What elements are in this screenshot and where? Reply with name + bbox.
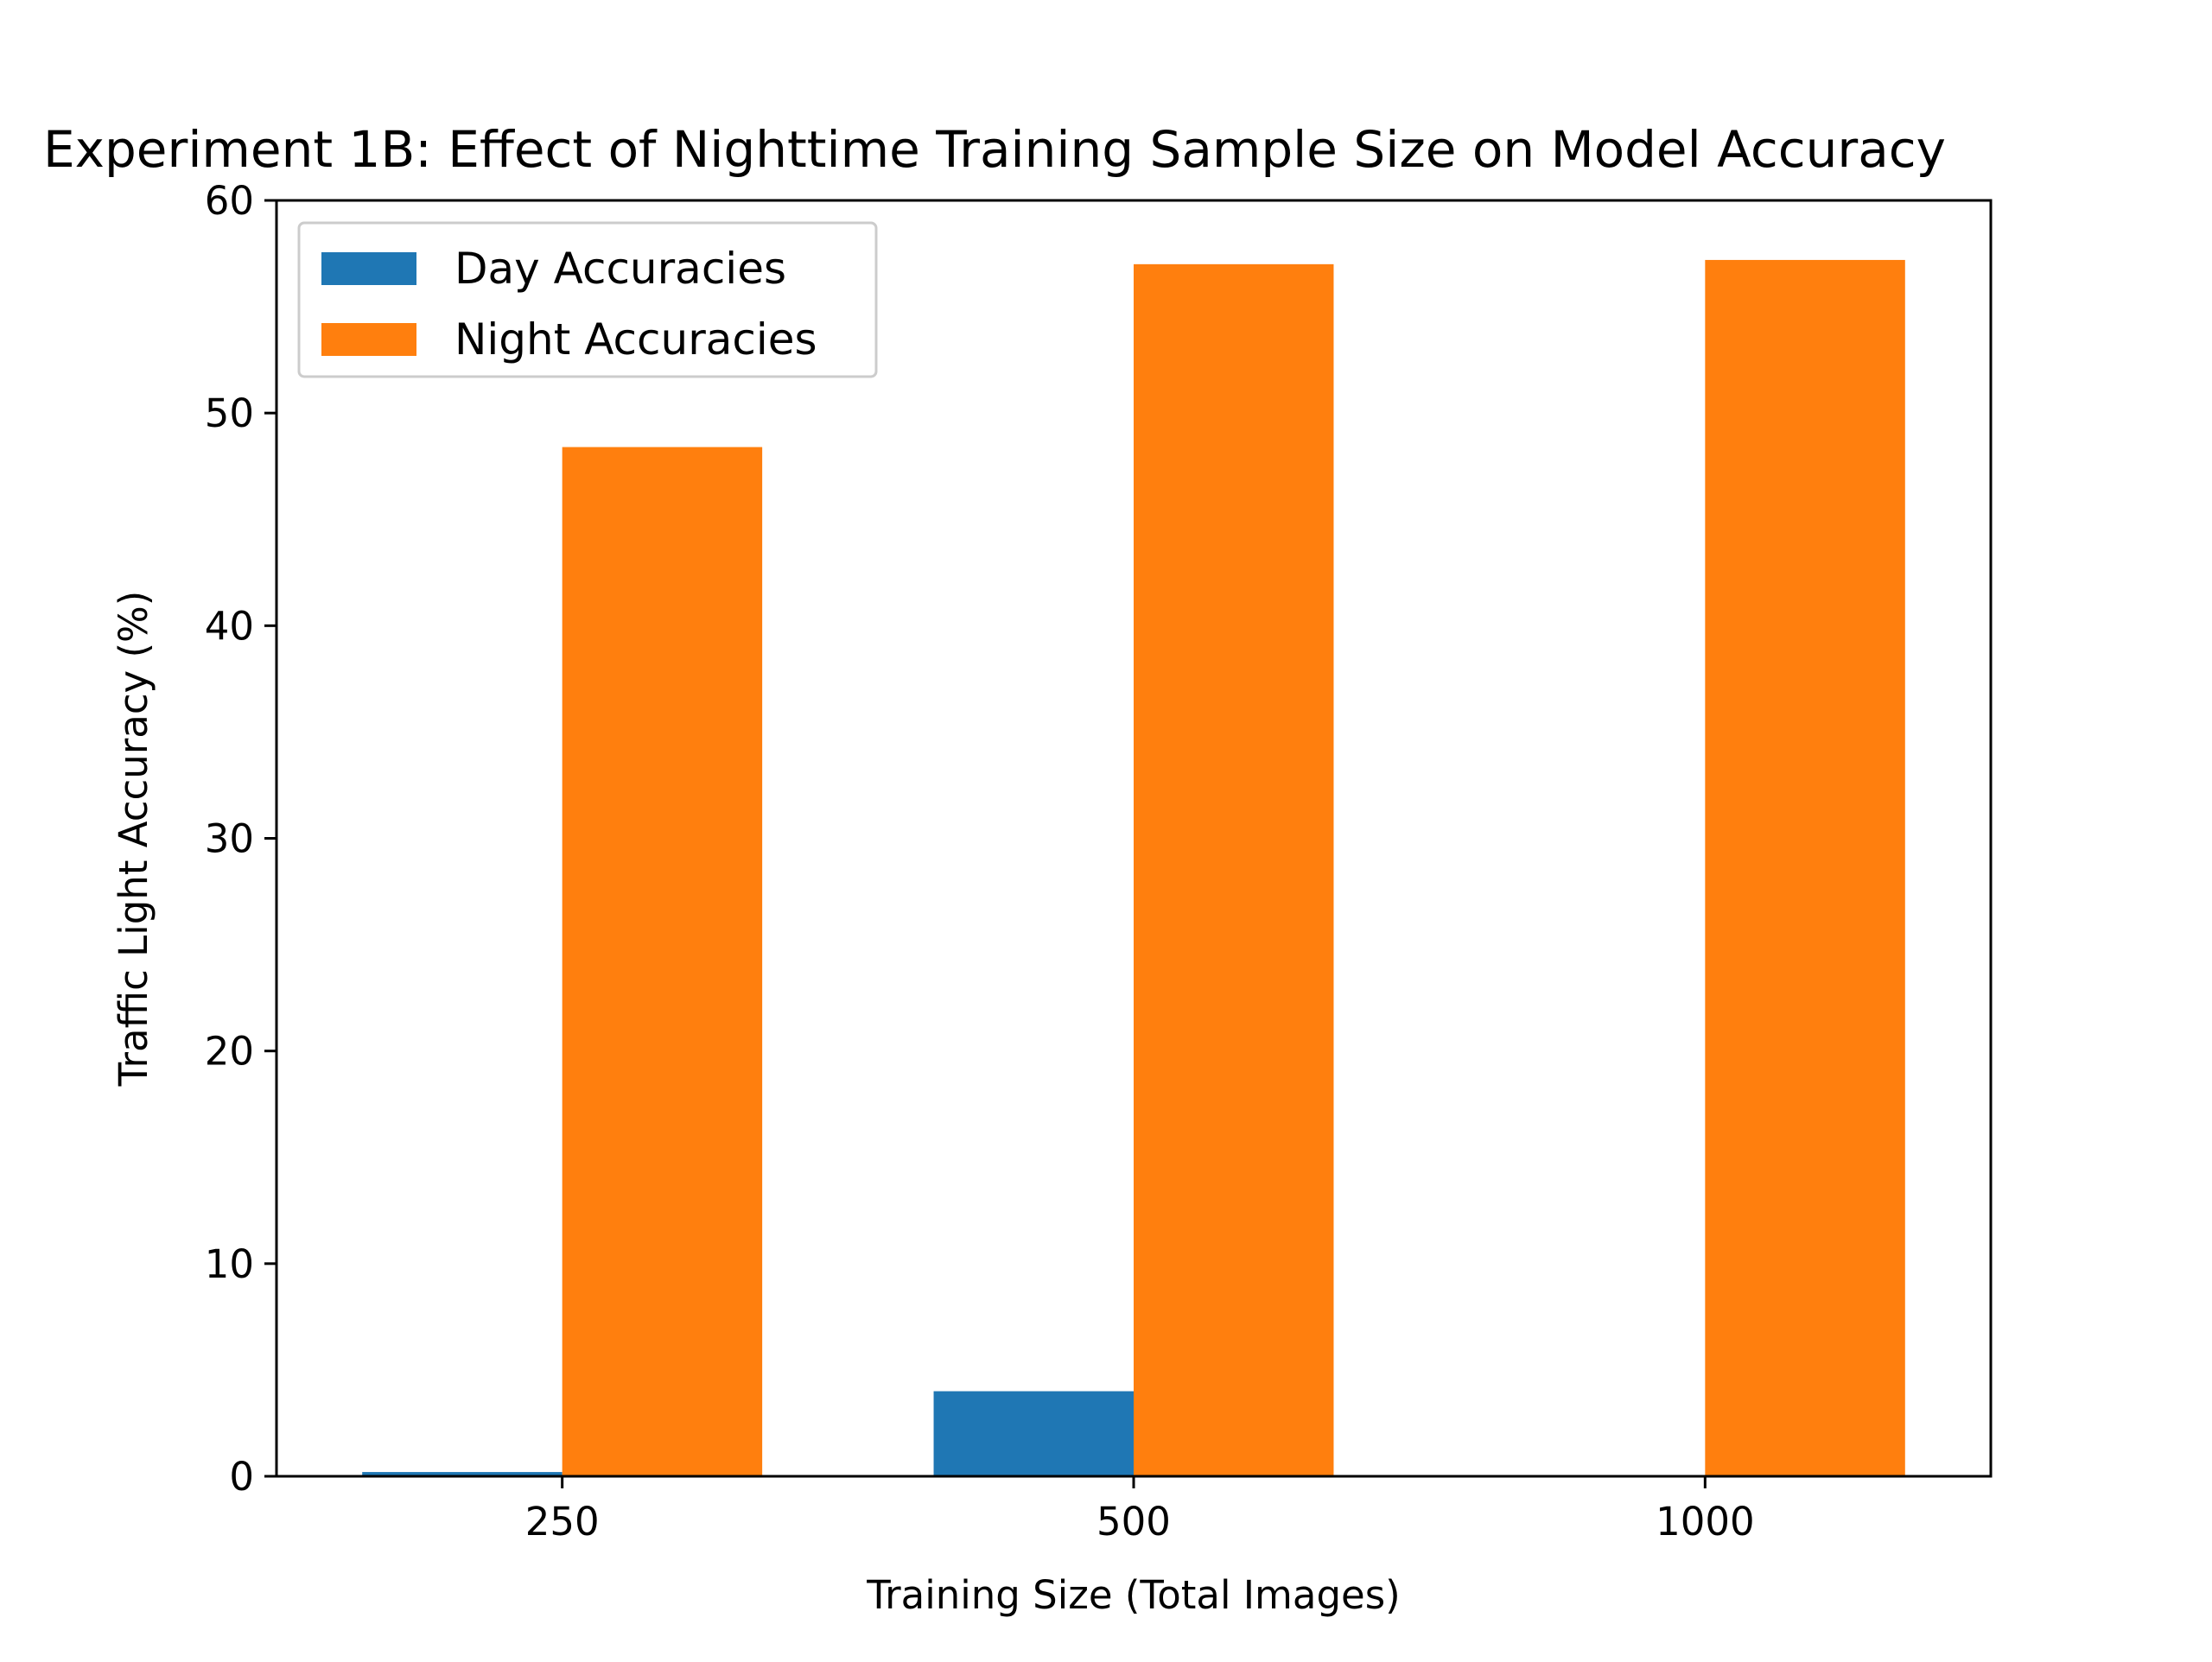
x-axis-label: Training Size (Total Images) [866, 1572, 1400, 1618]
legend-box [297, 221, 878, 378]
x-tick-label: 250 [525, 1499, 600, 1545]
bar-night-accuracies-250 [562, 447, 763, 1476]
x-tick-label: 500 [1096, 1499, 1171, 1545]
x-axis: 250 500 1000 [525, 1476, 1755, 1545]
y-tick-label: 60 [205, 178, 254, 224]
legend-swatch [321, 252, 416, 285]
y-tick-label: 0 [229, 1454, 254, 1500]
bar-day-accuracies-500 [933, 1391, 1134, 1476]
bar-day-accuracies-250 [362, 1472, 563, 1476]
y-tick-label: 30 [205, 816, 254, 862]
y-axis: 0 10 20 30 40 50 60 [205, 178, 276, 1500]
bar-night-accuracies-500 [1134, 263, 1334, 1477]
legend-swatch [321, 323, 416, 356]
y-tick-label: 40 [205, 603, 254, 649]
y-tick-label: 10 [205, 1241, 254, 1287]
chart-title: Experiment 1B: Effect of Nighttime Train… [43, 120, 1946, 179]
bar-night-accuracies-1000 [1705, 259, 1905, 1477]
y-tick-label: 50 [205, 390, 254, 436]
legend-label: Day Accuracies [454, 244, 786, 294]
y-tick-label: 20 [205, 1029, 254, 1075]
bars-group [362, 259, 1905, 1477]
y-axis-label: Traffic Light Accuracy (%) [111, 591, 156, 1088]
x-tick-label: 1000 [1656, 1499, 1755, 1545]
legend-label: Night Accuracies [454, 314, 817, 365]
legend: Day Accuracies Night Accuracies [297, 221, 878, 378]
